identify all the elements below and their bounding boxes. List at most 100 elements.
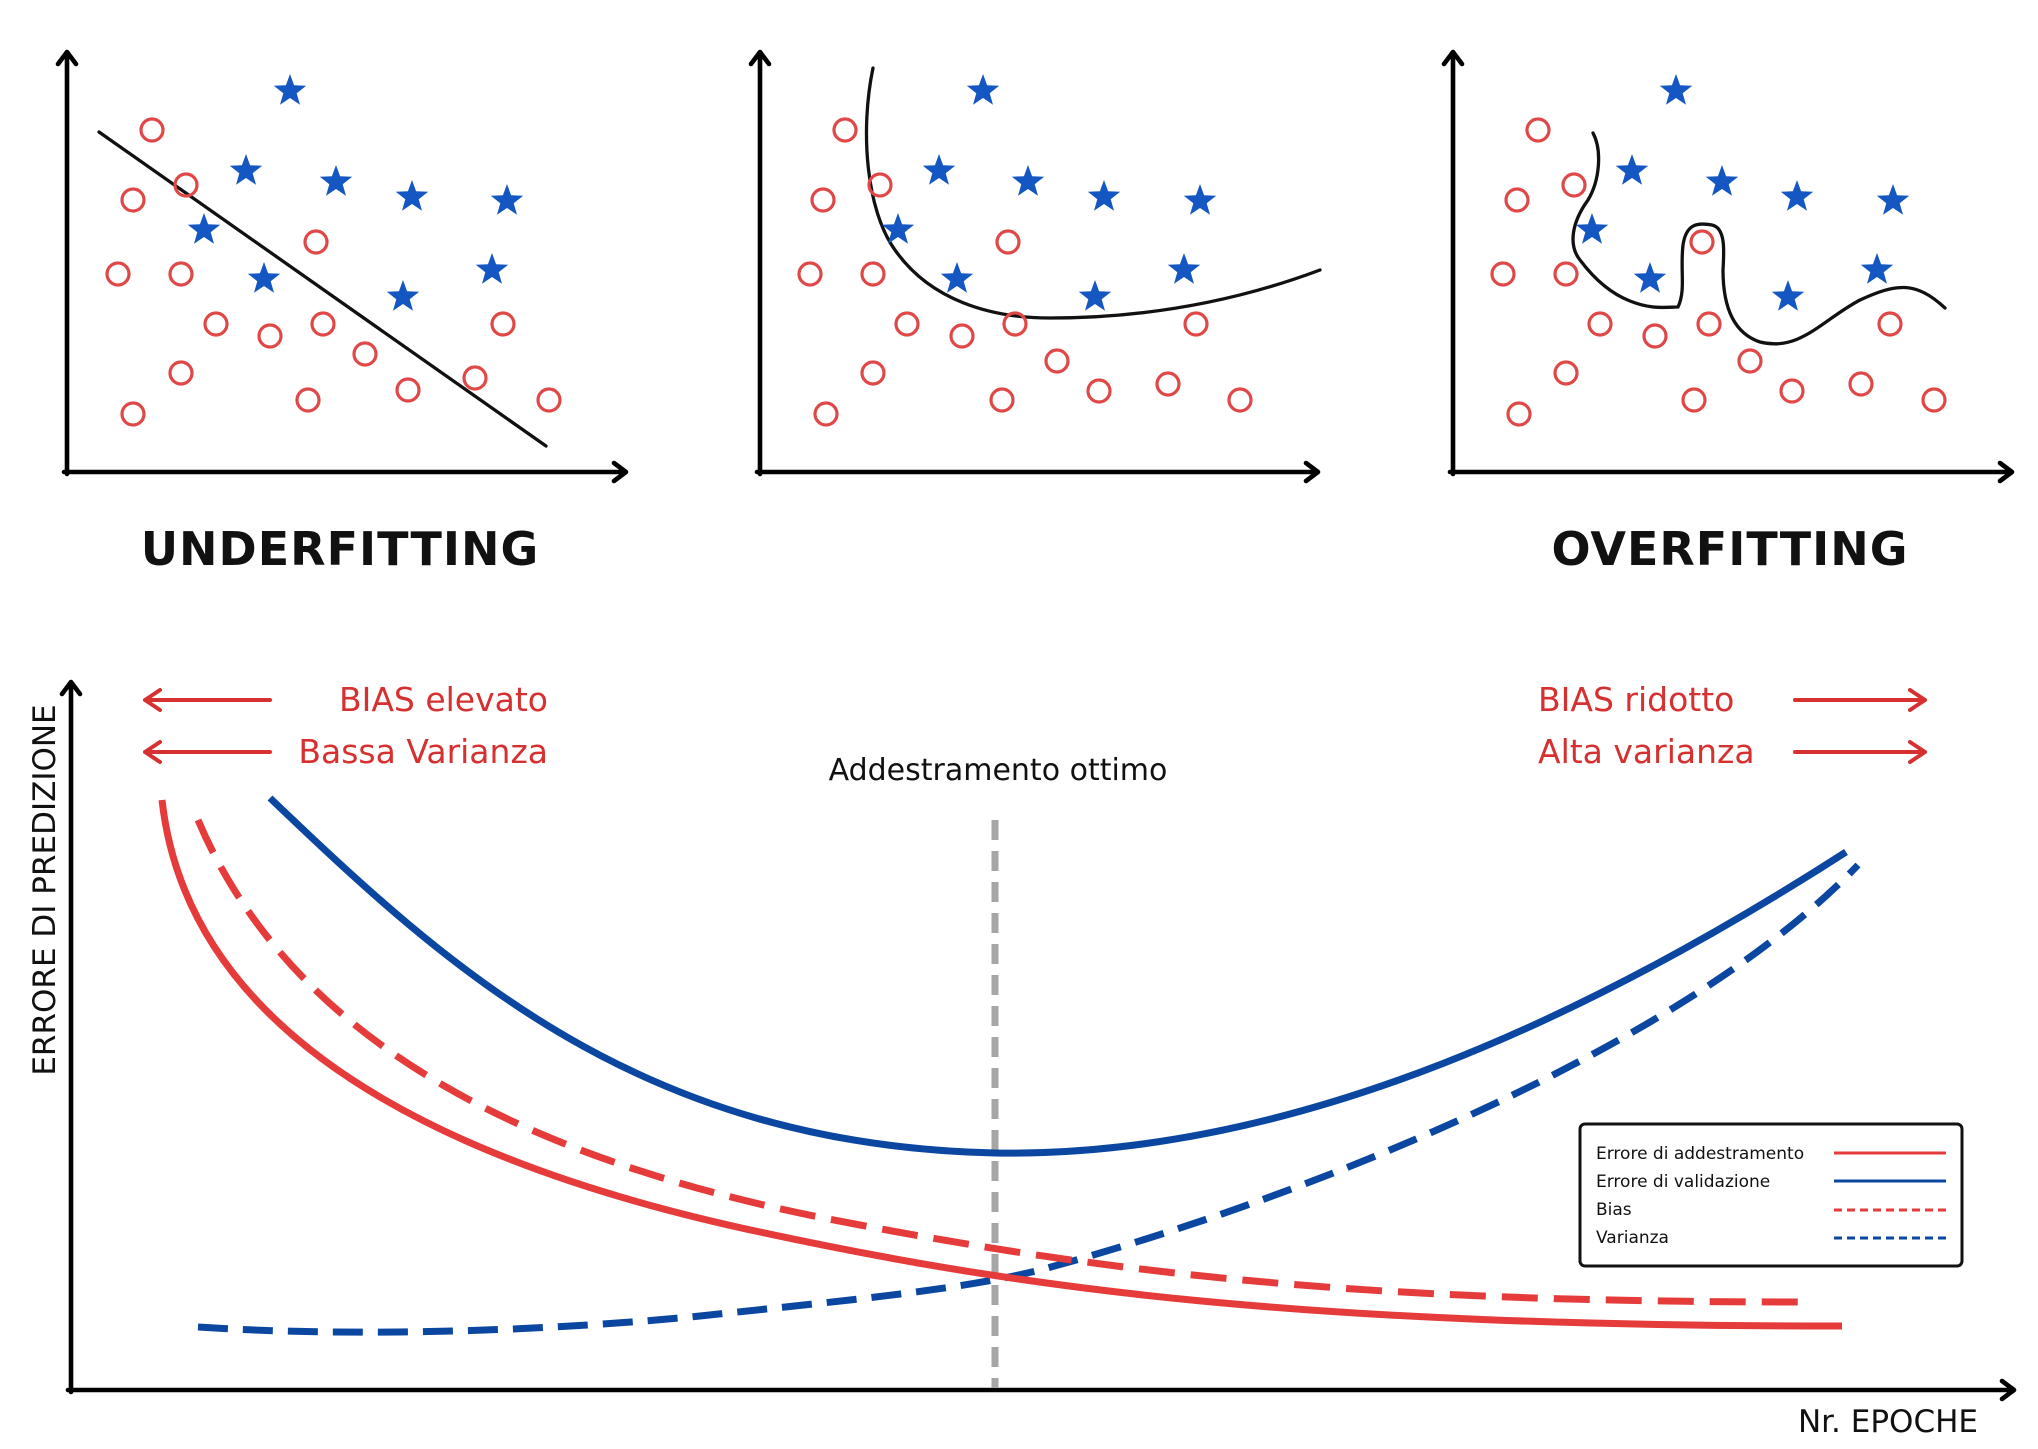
circle-icon [1681, 387, 1707, 413]
panel-underfitting: UNDERFITTING [55, 49, 629, 576]
variance-curve [197, 862, 1861, 1336]
decision-boundary-linear [97, 130, 548, 448]
legend-label-training: Errore di addestramento [1596, 1144, 1804, 1164]
star-icon [922, 154, 956, 185]
star-icon [395, 180, 429, 211]
star-icon [1575, 213, 1609, 244]
circle-icon [490, 311, 516, 337]
star-icon [1876, 184, 1910, 215]
star-icon [490, 184, 524, 215]
star-icon [229, 154, 263, 185]
circle-icon [1506, 401, 1532, 427]
circle-icon [1737, 348, 1763, 374]
circle-icon [1504, 187, 1530, 213]
circle-icon [1642, 323, 1668, 349]
circle-icon [536, 387, 562, 413]
x-axis-good-fit [754, 460, 1321, 484]
circle-icon [1561, 172, 1587, 198]
circle-icon [303, 229, 329, 255]
legend-label-bias: Bias [1596, 1200, 1632, 1220]
star-icon [1780, 180, 1814, 211]
arrow-left-icon [143, 740, 272, 764]
circle-icon [203, 311, 229, 337]
circle-icon [310, 311, 336, 337]
validation-error-curve [267, 795, 1848, 1157]
left-annotations: BIAS elevato Bassa Varianza [143, 680, 548, 771]
circle-icon [352, 341, 378, 367]
bias-curve [194, 818, 1805, 1306]
circle-icon [1490, 261, 1516, 287]
bias-high-label: BIAS elevato [339, 680, 548, 719]
star-icon [1087, 180, 1121, 211]
x-axis-overfitting [1447, 460, 2015, 484]
circle-icon [867, 172, 893, 198]
star-icon [1078, 280, 1112, 311]
x-axis-label: Nr. EPOCHE [1798, 1404, 1978, 1440]
circle-icon [813, 401, 839, 427]
circle-icon [462, 365, 488, 391]
star-icon [273, 74, 307, 105]
arrow-right-icon [1793, 740, 1927, 764]
panel-overfitting: OVERFITTING [1441, 49, 2015, 576]
star-icon [1183, 184, 1217, 215]
circle-icon [989, 387, 1015, 413]
circle-icon [894, 311, 920, 337]
circle-icon [395, 377, 421, 403]
legend-box [1578, 1122, 1964, 1268]
x-axis-underfitting [61, 460, 629, 484]
star-icon [187, 213, 221, 244]
circle-icon [105, 261, 131, 287]
star-icon [247, 262, 281, 293]
circle-icon [168, 261, 194, 287]
circle-icon [1696, 311, 1722, 337]
circle-icon [120, 401, 146, 427]
underfitting-title: UNDERFITTING [141, 522, 540, 576]
circle-icon [1227, 387, 1253, 413]
y-axis-label: ERRORE DI PREDIZIONE [27, 704, 63, 1075]
points-overfitting [1490, 74, 1947, 427]
x-axis-epochs [65, 1378, 2017, 1402]
star-icon [475, 253, 509, 284]
circle-icon [1848, 371, 1874, 397]
error-chart: ERRORE DI PREDIZIONE Nr. EPOCHE Addestra… [27, 679, 2017, 1440]
circle-icon [832, 117, 858, 143]
legend-label-variance: Varianza [1596, 1228, 1669, 1248]
circle-icon [120, 187, 146, 213]
right-annotations: BIAS ridotto Alta varianza [1538, 680, 1927, 771]
y-axis-good-fit [748, 49, 772, 477]
star-icon [1167, 253, 1201, 284]
optimum-label: Addestramento ottimo [829, 753, 1168, 788]
circle-icon [949, 323, 975, 349]
y-axis-overfitting [1441, 49, 1465, 477]
circle-icon [860, 261, 886, 287]
y-axis-underfitting [55, 49, 79, 477]
star-icon [881, 213, 915, 244]
decision-boundary-overfit [1571, 131, 1947, 346]
star-icon [1011, 165, 1045, 196]
low-variance-label: Bassa Varianza [298, 732, 548, 771]
star-icon [966, 74, 1000, 105]
circle-icon [1921, 387, 1947, 413]
circle-icon [1553, 261, 1579, 287]
panel-good-fit [748, 49, 1322, 484]
circle-icon [173, 172, 199, 198]
star-icon [1633, 262, 1667, 293]
circle-icon [257, 323, 283, 349]
circle-icon [1877, 311, 1903, 337]
circle-icon [1553, 360, 1579, 386]
points-underfitting [105, 74, 562, 427]
circle-icon [1002, 311, 1028, 337]
training-error-curve [158, 799, 1843, 1330]
decision-boundary-optimal [864, 66, 1322, 320]
circle-icon [1525, 117, 1551, 143]
circle-icon [1587, 311, 1613, 337]
circle-icon [1086, 378, 1112, 404]
circle-icon [1183, 311, 1209, 337]
star-icon [319, 165, 353, 196]
circle-icon [1779, 378, 1805, 404]
points-good-fit [797, 74, 1253, 427]
circle-icon [139, 117, 165, 143]
legend-label-validation: Errore di validazione [1596, 1172, 1770, 1192]
circle-icon [860, 360, 886, 386]
